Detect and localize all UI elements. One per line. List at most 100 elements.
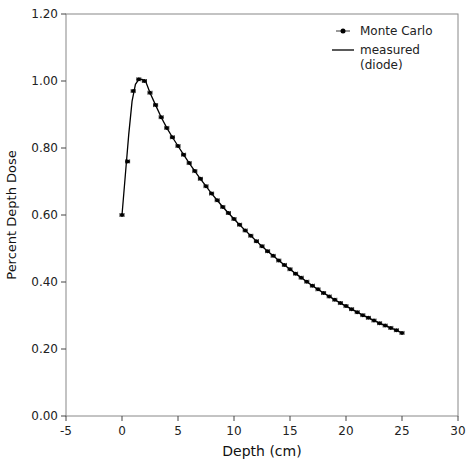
x-tick-label: 5	[174, 424, 182, 438]
error-bar	[327, 294, 331, 298]
data-point	[226, 211, 230, 215]
data-point	[288, 267, 292, 271]
y-tick	[61, 349, 66, 350]
error-bar	[238, 223, 242, 227]
legend-label: measured(diode)	[360, 43, 420, 72]
error-bar	[159, 115, 163, 119]
x-tick-label: -5	[60, 424, 72, 438]
error-bar	[243, 228, 247, 232]
error-bar	[198, 177, 202, 181]
x-tick-label: 0	[118, 424, 126, 438]
error-bar	[305, 280, 309, 284]
error-bar	[260, 244, 264, 248]
error-bar	[226, 211, 230, 215]
data-point	[350, 307, 354, 311]
error-bar	[204, 184, 208, 188]
data-point	[316, 287, 320, 291]
legend: Monte Carlo measured(diode)	[332, 24, 433, 72]
legend-swatch	[332, 49, 354, 50]
legend-label: Monte Carlo	[360, 24, 433, 38]
error-bar	[210, 192, 214, 196]
data-point	[154, 103, 158, 107]
measured-line	[122, 79, 402, 333]
error-bar	[394, 328, 398, 332]
data-point	[131, 89, 135, 93]
data-point	[254, 239, 258, 243]
error-bar	[288, 267, 292, 271]
data-point	[148, 91, 152, 95]
data-point	[355, 310, 359, 314]
data-point	[238, 223, 242, 227]
data-point	[266, 249, 270, 253]
error-bar	[126, 159, 130, 163]
error-bar	[249, 234, 253, 238]
error-bar	[322, 291, 326, 295]
data-point	[366, 316, 370, 320]
data-point	[372, 319, 376, 323]
y-tick-label: 0.60	[31, 208, 58, 222]
error-bar	[131, 89, 135, 93]
data-point	[182, 153, 186, 157]
x-tick	[402, 416, 403, 421]
data-point	[327, 294, 331, 298]
error-bar	[266, 249, 270, 253]
error-bar	[350, 307, 354, 311]
x-tick	[122, 416, 123, 421]
x-tick	[290, 416, 291, 421]
y-tick	[61, 148, 66, 149]
error-bar	[165, 126, 169, 130]
chart: -50510152025300.000.200.400.600.801.001.…	[0, 0, 474, 468]
error-bar	[372, 319, 376, 323]
error-bar	[221, 205, 225, 209]
error-bar	[120, 213, 124, 217]
data-point	[305, 280, 309, 284]
data-point	[142, 79, 146, 83]
plot-frame	[66, 14, 458, 416]
error-bar	[142, 79, 146, 83]
data-point	[159, 115, 163, 119]
data-point	[394, 328, 398, 332]
error-bar	[215, 198, 219, 202]
data-point	[294, 272, 298, 276]
error-bar	[271, 254, 275, 258]
data-point	[210, 192, 214, 196]
error-bar	[187, 161, 191, 165]
data-point	[243, 228, 247, 232]
data-point	[193, 169, 197, 173]
error-bar	[232, 217, 236, 221]
data-point	[389, 326, 393, 330]
legend-label-line: measured	[360, 43, 420, 57]
data-point	[299, 276, 303, 280]
error-bar	[389, 326, 393, 330]
data-point	[232, 217, 236, 221]
y-tick-label: 1.00	[31, 74, 58, 88]
error-bar	[400, 331, 404, 335]
error-bar	[310, 284, 314, 288]
error-bar	[282, 263, 286, 267]
error-bar	[361, 313, 365, 317]
data-point	[198, 177, 202, 181]
data-point	[338, 301, 342, 305]
data-point	[249, 234, 253, 238]
data-point	[333, 298, 337, 302]
data-point	[260, 244, 264, 248]
y-tick-label: 0.20	[31, 342, 58, 356]
x-tick-label: 15	[282, 424, 297, 438]
y-axis-label: Percent Depth Dose	[4, 150, 19, 280]
x-tick-label: 25	[394, 424, 409, 438]
error-bar	[170, 135, 174, 139]
data-point	[137, 77, 141, 81]
error-bar	[154, 103, 158, 107]
x-tick-label: 20	[338, 424, 353, 438]
error-bar	[148, 91, 152, 95]
error-bar	[193, 169, 197, 173]
error-bar	[182, 153, 186, 157]
data-point	[361, 313, 365, 317]
data-point	[344, 304, 348, 308]
x-tick	[346, 416, 347, 421]
error-bar	[333, 298, 337, 302]
data-point	[170, 135, 174, 139]
plot-area	[120, 77, 404, 335]
error-bar	[316, 287, 320, 291]
error-bar	[137, 77, 141, 81]
